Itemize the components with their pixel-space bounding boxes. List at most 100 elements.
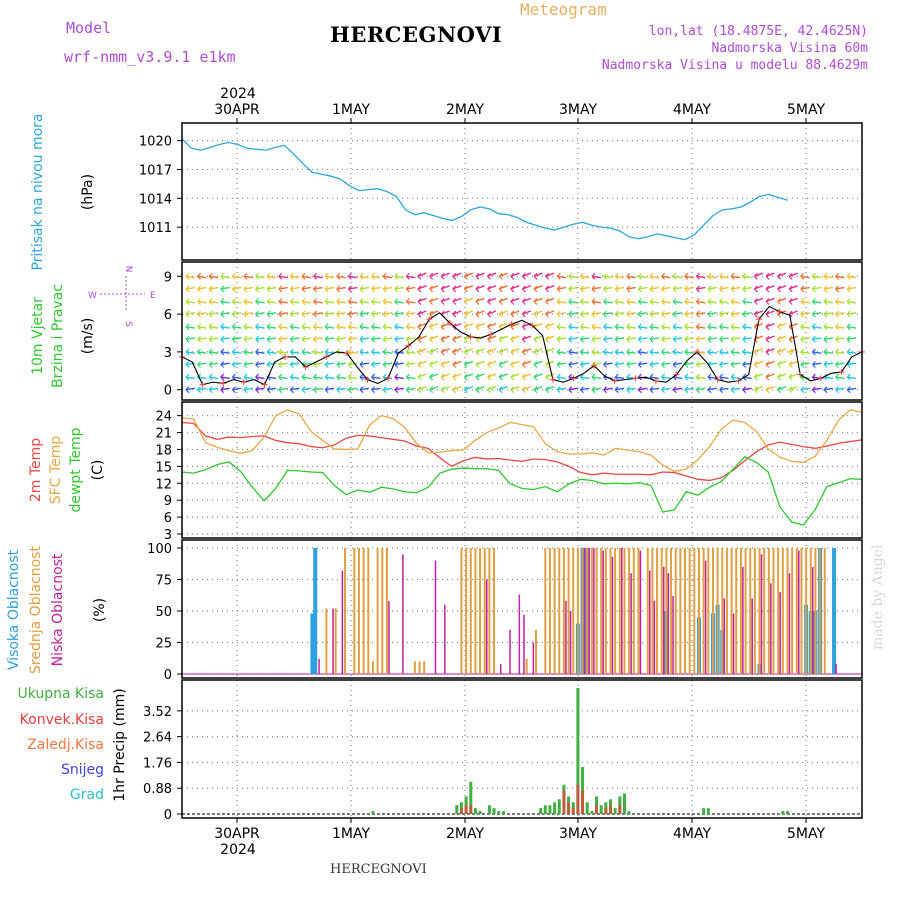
wind-arrow-head: [208, 310, 213, 315]
wind-arrow-head: [730, 361, 735, 365]
wind-arrow-head: [730, 275, 735, 280]
wind-arrow: [835, 275, 845, 279]
wind-arrow-head: [359, 348, 364, 353]
wind-arrow: [557, 351, 567, 354]
wind-arrow-head: [289, 313, 294, 318]
wind-arrow-head: [394, 386, 399, 391]
wind-arrow: [777, 348, 787, 353]
y-tick-label: 50: [155, 605, 172, 620]
wind-arrow-head: [498, 310, 503, 315]
wind-arrow-head: [707, 285, 712, 290]
wind-arrow-head: [475, 310, 480, 315]
wind-arrow-head: [208, 323, 213, 328]
wind-arrow-head: [626, 348, 631, 353]
wind-arrow: [615, 312, 625, 315]
wind-arrow-head: [545, 301, 550, 305]
wind-arrow: [812, 351, 822, 354]
wind-arrow-head: [463, 285, 468, 290]
wind-arrow-head: [463, 288, 468, 293]
wind-arrow: [522, 297, 532, 303]
wind-arrow-head: [417, 326, 422, 331]
wind-arrow-head: [324, 310, 329, 315]
wind-arrow-head: [463, 361, 468, 365]
wind-arrow-head: [556, 310, 561, 315]
wind-arrow: [615, 286, 625, 290]
wind-arrow-head: [695, 313, 700, 318]
y-tick-label: 3: [164, 346, 172, 361]
total-precip-bar: [548, 805, 552, 814]
wind-arrow-head: [637, 323, 642, 328]
wind-arrow: [243, 387, 254, 391]
wind-arrow-head: [591, 275, 596, 280]
wind-arrow: [475, 322, 485, 328]
wind-arrow: [557, 275, 567, 279]
wind-arrow-head: [289, 376, 294, 381]
wind-arrow-head: [800, 285, 805, 290]
wind-arrow-head: [556, 386, 561, 391]
wind-arrow-head: [313, 288, 318, 293]
wind-arrow: [452, 360, 462, 366]
wind-arrow-head: [730, 326, 735, 331]
wind-arrow-head: [556, 373, 561, 378]
wind-arrow-head: [255, 335, 260, 340]
wind-arrow: [510, 272, 520, 277]
wind-arrow-head: [429, 285, 434, 290]
wind-arrow: [406, 387, 416, 391]
wind-arrow: [788, 385, 798, 391]
wind-arrow-head: [521, 326, 526, 331]
total-precip-bar: [455, 805, 459, 814]
wind-arrow-head: [498, 335, 503, 340]
wind-arrow-head: [800, 288, 805, 293]
wind-arrow-head: [730, 389, 735, 394]
wind-arrow-head: [313, 323, 318, 328]
wind-arrow-head: [649, 323, 654, 328]
wind-arrow-head: [359, 285, 364, 290]
wind-arrow-head: [707, 326, 712, 331]
wind-arrow-head: [672, 310, 677, 315]
wind-arrow-head: [220, 386, 225, 391]
wind-arrow-head: [185, 310, 190, 315]
wind-arrow-head: [324, 351, 329, 356]
wind-arrow-head: [568, 323, 573, 328]
wind-arrow-head: [278, 298, 283, 302]
wind-arrow: [522, 310, 532, 315]
wind-arrow-head: [626, 373, 631, 378]
wind-arrow-head: [324, 285, 329, 290]
wind-arrow-head: [510, 272, 515, 277]
wind-arrow: [510, 285, 520, 290]
wind-arrow-head: [220, 298, 225, 302]
wind-arrow: [406, 326, 416, 329]
wind-arrow-head: [788, 272, 793, 277]
date-label-top: 30APR: [214, 102, 260, 118]
wind-arrow: [696, 326, 706, 329]
wind-arrow-head: [208, 301, 213, 305]
wind-arrow-head: [440, 298, 445, 302]
wind-arrow: [406, 286, 416, 290]
wind-arrow-head: [487, 285, 492, 290]
wind-arrow-head: [753, 323, 758, 328]
wind-arrow-head: [661, 335, 666, 340]
wind-arrow-head: [220, 348, 225, 353]
wind-arrow-head: [846, 275, 851, 280]
wind-arrow-head: [719, 301, 724, 305]
wind-arrow-head: [556, 272, 561, 277]
wind-arrow-head: [846, 326, 851, 331]
wind-arrow-head: [753, 348, 758, 353]
year-label-bottom: 2024: [220, 842, 256, 858]
wind-arrow-head: [498, 313, 503, 318]
wind-arrow: [464, 285, 474, 290]
wind-arrow-head: [753, 301, 758, 305]
wind-arrow-head: [846, 313, 851, 318]
wind-arrow-head: [359, 373, 364, 378]
wind-arrow-head: [266, 275, 271, 280]
wind-arrow-head: [637, 272, 642, 277]
wind-arrow-head: [707, 313, 712, 318]
wind-arrow-head: [417, 313, 422, 318]
wind-arrow-head: [208, 389, 213, 394]
wind-arrow: [847, 312, 857, 315]
wind-arrow-head: [197, 335, 202, 340]
wind-arrow-head: [452, 389, 457, 394]
wind-arrow-head: [719, 313, 724, 318]
wind-arrow-head: [382, 351, 387, 356]
wind-arrow-head: [255, 298, 260, 302]
